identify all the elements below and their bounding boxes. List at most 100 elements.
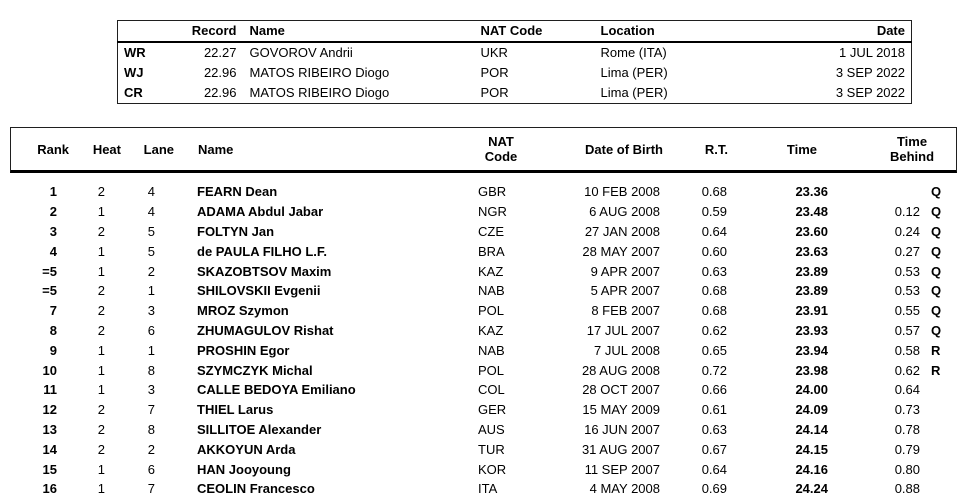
time-cell: 24.15: [795, 441, 828, 457]
nat-code-cell: KAZ: [478, 263, 504, 279]
record-holder-name-cell: GOVOROV Andrii: [249, 44, 353, 60]
record-date-cell: 3 SEP 2022: [835, 64, 905, 80]
record-date-cell: 3 SEP 2022: [835, 85, 905, 101]
qualification-cell: Q: [931, 243, 942, 259]
time-cell: 24.24: [795, 481, 828, 497]
result-row: 9 1 1 PROSHIN Egor NAB 7 JUL 2008 0.65 2…: [10, 340, 957, 360]
results-header-box: Rank Heat Lane Name NAT Code Date of Bir…: [10, 127, 957, 173]
time-behind-cell: 0.53: [894, 263, 920, 279]
birth-date-cell: 27 JAN 2008: [584, 223, 660, 239]
nat-code-cell: GBR: [478, 184, 507, 200]
nat-code-cell: KOR: [478, 461, 507, 477]
records-table: Record Name NAT Code Location Date WR 22…: [117, 20, 912, 104]
nat-code-cell: COL: [478, 382, 505, 398]
records-header-row: Record Name NAT Code Location Date: [117, 20, 912, 43]
heat-cell: 2: [97, 322, 105, 338]
rank-cell: 9: [49, 342, 57, 358]
time-cell: 24.14: [795, 421, 828, 437]
result-row: =5 1 2 SKAZOBTSOV Maxim KAZ 9 APR 2007 0…: [10, 261, 957, 281]
birth-date-cell: 6 AUG 2008: [589, 204, 660, 220]
qualification-cell: Q: [931, 223, 942, 239]
time-cell: 23.91: [795, 303, 828, 319]
reaction-time-cell: 0.69: [701, 481, 727, 497]
lane-cell: 6: [147, 322, 155, 338]
result-row: 3 2 5 FOLTYN Jan CZE 27 JAN 2008 0.64 23…: [10, 222, 957, 242]
time-behind-cell: 0.73: [894, 402, 920, 418]
heat-cell: 2: [97, 441, 105, 457]
nat-code-cell: POL: [478, 303, 505, 319]
record-type-cell: WJ: [124, 64, 144, 80]
qualification-cell: R: [931, 362, 941, 378]
lane-cell: 3: [147, 382, 155, 398]
result-row: 4 1 5 de PAULA FILHO L.F. BRA 28 MAY 200…: [10, 241, 957, 261]
time-cell: 24.00: [795, 382, 828, 398]
time-behind-cell: 0.62: [894, 362, 920, 378]
birth-date-cell: 28 OCT 2007: [582, 382, 660, 398]
record-location-cell: Rome (ITA): [600, 44, 667, 60]
result-row: 2 1 4 ADAMA Abdul Jabar NGR 6 AUG 2008 0…: [10, 202, 957, 222]
qualification-cell: [925, 459, 957, 479]
rank-cell: 10: [42, 362, 57, 378]
swimmer-name-cell: AKKOYUN Arda: [197, 441, 296, 457]
qualification-cell: [925, 439, 957, 459]
swimmer-name-cell: HAN Jooyoung: [197, 461, 291, 477]
heat-cell: 1: [97, 481, 105, 497]
qualification-cell: [925, 420, 957, 440]
results-header-table: Rank Heat Lane Name NAT Code Date of Bir…: [11, 128, 958, 170]
qualification-cell: Q: [931, 303, 942, 319]
time-behind-cell: 0.64: [894, 382, 920, 398]
heat-cell: 1: [97, 243, 105, 259]
heat-cell: 1: [97, 263, 105, 279]
time-cell: 23.89: [795, 263, 828, 279]
swimmer-name-cell: ZHUMAGULOV Rishat: [197, 322, 334, 338]
record-location-cell: Lima (PER): [600, 85, 668, 101]
reaction-time-cell: 0.61: [701, 402, 727, 418]
result-row: 8 2 6 ZHUMAGULOV Rishat KAZ 17 JUL 2007 …: [10, 321, 957, 341]
qualification-cell: [925, 380, 957, 400]
result-row: 12 2 7 THIEL Larus GER 15 MAY 2009 0.61 …: [10, 400, 957, 420]
time-cell: 23.36: [795, 184, 828, 200]
qualification-cell: Q: [931, 204, 942, 220]
nat-code-cell: NAB: [478, 283, 505, 299]
time-behind-cell: 0.53: [894, 283, 920, 299]
result-row: 10 1 8 SZYMCZYK Michal POL 28 AUG 2008 0…: [10, 360, 957, 380]
swimmer-name-cell: FOLTYN Jan: [197, 223, 275, 239]
time-behind-cell: 0.27: [894, 243, 920, 259]
lane-cell: 1: [147, 342, 155, 358]
lane-cell: 2: [147, 441, 155, 457]
record-time-cell: 22.96: [203, 85, 237, 101]
records-header-nat-code: NAT Code: [470, 20, 596, 43]
result-row: 1 2 4 FEARN Dean GBR 10 FEB 2008 0.68 23…: [10, 182, 957, 202]
birth-date-cell: 28 MAY 2007: [582, 243, 660, 259]
birth-date-cell: 17 JUL 2007: [586, 322, 660, 338]
heat-cell: 2: [97, 303, 105, 319]
results-header-nat-code: NAT Code: [471, 128, 531, 170]
rank-cell: 12: [42, 402, 57, 418]
time-cell: 23.89: [795, 283, 828, 299]
rank-cell: 11: [43, 382, 57, 398]
reaction-time-cell: 0.72: [701, 362, 727, 378]
heat-cell: 1: [97, 362, 105, 378]
nat-code-cell: POL: [478, 362, 505, 378]
rank-cell: 8: [49, 322, 57, 338]
lane-cell: 7: [147, 481, 155, 497]
time-behind-cell: 0.55: [894, 303, 920, 319]
lane-cell: 4: [147, 204, 155, 220]
reaction-time-cell: 0.68: [701, 283, 727, 299]
birth-date-cell: 28 AUG 2008: [581, 362, 660, 378]
heat-cell: 2: [97, 402, 105, 418]
nat-code-cell: TUR: [478, 441, 505, 457]
time-behind-cell: 0.78: [894, 421, 920, 437]
qualification-cell: [925, 400, 957, 420]
lane-cell: 6: [147, 461, 155, 477]
time-behind-header-line1: Time: [896, 134, 928, 149]
qualification-cell: Q: [931, 283, 942, 299]
nat-code-cell: ITA: [478, 481, 498, 497]
rank-cell: 13: [42, 421, 57, 437]
qualification-cell: [925, 479, 957, 499]
rank-cell: =5: [42, 283, 57, 299]
results-header-heat: Heat: [92, 141, 121, 157]
qualification-cell: Q: [931, 322, 942, 338]
heat-cell: 2: [97, 283, 105, 299]
